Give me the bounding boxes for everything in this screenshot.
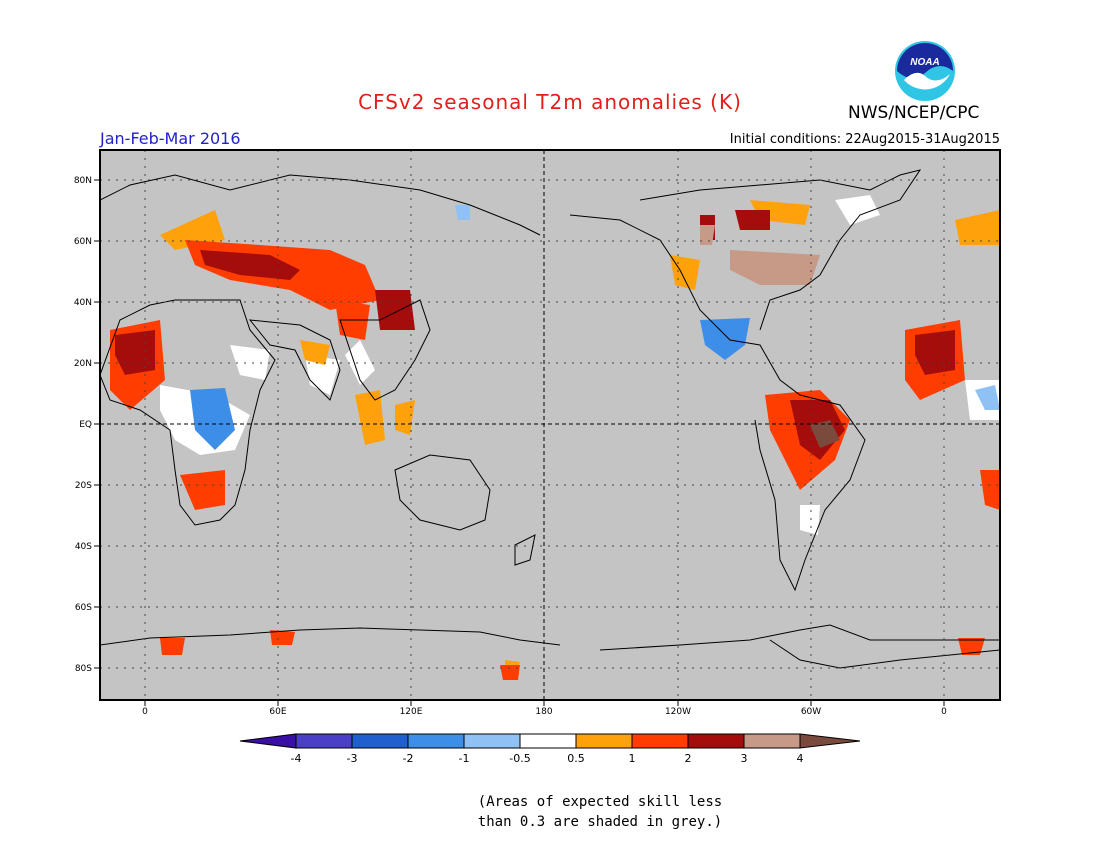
lat-label: 60N — [74, 237, 92, 247]
lon-label: 60E — [269, 707, 286, 717]
lon-ticks — [144, 700, 945, 706]
footnote-line-2: than 0.3 are shaded in grey.) — [477, 814, 723, 830]
colorbar-swatch — [295, 733, 353, 749]
lat-labels: 80N 60N 40N 20N EQ 20S 40S 60S 80S — [74, 176, 92, 674]
lat-label: 40S — [75, 542, 92, 552]
map-background — [100, 150, 1000, 700]
gridlines — [100, 150, 1000, 700]
colorbar-swatch — [575, 733, 633, 749]
colorbar-label: 1 — [629, 752, 636, 765]
colorbar-low-arrow — [239, 733, 297, 749]
lon-label: 0 — [941, 707, 947, 717]
skill-footnote: (Areas of expected skill less than 0.3 a… — [470, 792, 730, 832]
colorbar-label: 0.5 — [567, 752, 585, 765]
lat-label: 60S — [75, 603, 92, 613]
colorbar-high-arrow — [799, 733, 861, 749]
lat-ticks — [94, 179, 100, 669]
anomaly-0.5-1-regions — [160, 200, 1000, 675]
lat-label: 80N — [74, 176, 92, 186]
lon-label: 120W — [665, 707, 691, 717]
initial-conditions: Initial conditions: 22Aug2015-31Aug2015 — [729, 132, 1000, 147]
lon-labels: 0 60E 120E 180 120W 60W 0 — [142, 707, 947, 717]
colorbar-labels: -4 -3 -2 -1 -0.5 0.5 1 2 3 4 — [291, 752, 804, 765]
colorbar-label: 2 — [685, 752, 692, 765]
anomaly-over-4-region — [810, 420, 840, 448]
colorbar-swatch — [519, 733, 577, 749]
lat-label: 20N — [74, 359, 92, 369]
map-content — [100, 150, 1000, 700]
lon-label: 120E — [400, 707, 423, 717]
noaa-logo-text: NOAA — [910, 57, 939, 68]
footnote-line-1: (Areas of expected skill less — [477, 794, 723, 810]
colorbar-label: -3 — [347, 752, 358, 765]
colorbar-swatch — [687, 733, 745, 749]
colorbar-label: -2 — [403, 752, 414, 765]
coastlines — [100, 169, 1000, 669]
colorbar-swatch — [463, 733, 521, 749]
colorbar-swatch — [407, 733, 465, 749]
anomaly-3-4-regions — [700, 225, 820, 285]
colorbar-swatch — [743, 733, 801, 749]
colorbar — [239, 733, 861, 749]
colorbar-label: 4 — [797, 752, 804, 765]
negative-regions — [190, 205, 1000, 450]
colorbar-swatch — [351, 733, 409, 749]
agency-label: NWS/NCEP/CPC — [848, 103, 980, 123]
colorbar-swatch — [631, 733, 689, 749]
lat-label: 20S — [75, 481, 92, 491]
lon-label: 0 — [142, 707, 148, 717]
colorbar-label: -4 — [291, 752, 302, 765]
noaa-logo: NOAA — [895, 41, 955, 101]
lon-label: 60W — [801, 707, 821, 717]
lat-label: 40N — [74, 298, 92, 308]
map-frame — [99, 149, 1001, 701]
lat-label: EQ — [79, 420, 92, 430]
colorbar-label: -1 — [459, 752, 470, 765]
lat-label: 80S — [75, 664, 92, 674]
map-title: CFSv2 seasonal T2m anomalies (K) — [358, 90, 742, 114]
colorbar-label: -0.5 — [509, 752, 530, 765]
forecast-period: Jan-Feb-Mar 2016 — [100, 129, 241, 148]
colorbar-label: 3 — [741, 752, 748, 765]
lon-label: 180 — [535, 707, 552, 717]
